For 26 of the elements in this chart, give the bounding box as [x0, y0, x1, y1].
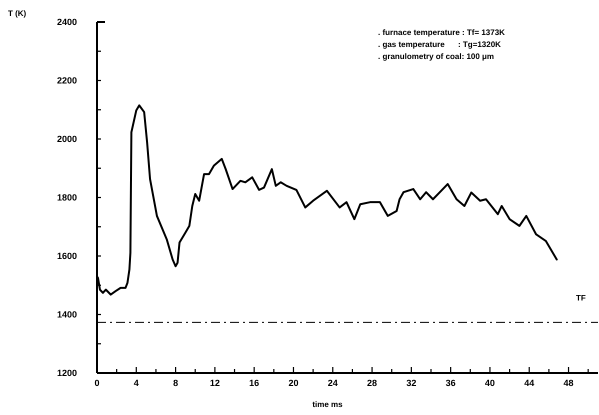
- x-tick-label: 16: [249, 378, 260, 388]
- y-tick-label: 1200: [56, 368, 77, 378]
- y-tick-label: 1600: [56, 251, 77, 262]
- x-tick-label: 44: [524, 378, 534, 388]
- annotation: . granulometry of coal: 100 μm: [378, 52, 494, 61]
- annotation: . gas temperature : Tg=1320K: [378, 40, 502, 49]
- x-tick-label: 20: [288, 378, 298, 388]
- y-tick-label: 1400: [56, 310, 77, 320]
- x-tick-label: 32: [406, 378, 416, 388]
- x-tick-label: 24: [328, 378, 338, 388]
- x-tick-label: 36: [446, 378, 456, 388]
- x-tick-label: 8: [173, 378, 178, 388]
- annotation: . furnace temperature : Tf= 1373K: [378, 28, 506, 37]
- ref-line-label: TF: [576, 293, 586, 302]
- y-axis-title: T (K): [8, 9, 27, 18]
- x-tick-label: 28: [367, 378, 378, 388]
- x-tick-label: 48: [564, 378, 574, 388]
- x-tick-label: 0: [94, 378, 100, 388]
- x-axis-title: time ms: [312, 400, 344, 409]
- y-tick-label: 2200: [56, 76, 77, 86]
- x-tick-label: 12: [210, 378, 220, 388]
- y-tick-label: 1800: [56, 192, 77, 203]
- x-tick-label: 4: [134, 378, 139, 388]
- x-tick-label: 40: [484, 378, 495, 388]
- y-tick-label: 2400: [56, 17, 77, 28]
- y-tick-label: 2000: [56, 134, 77, 144]
